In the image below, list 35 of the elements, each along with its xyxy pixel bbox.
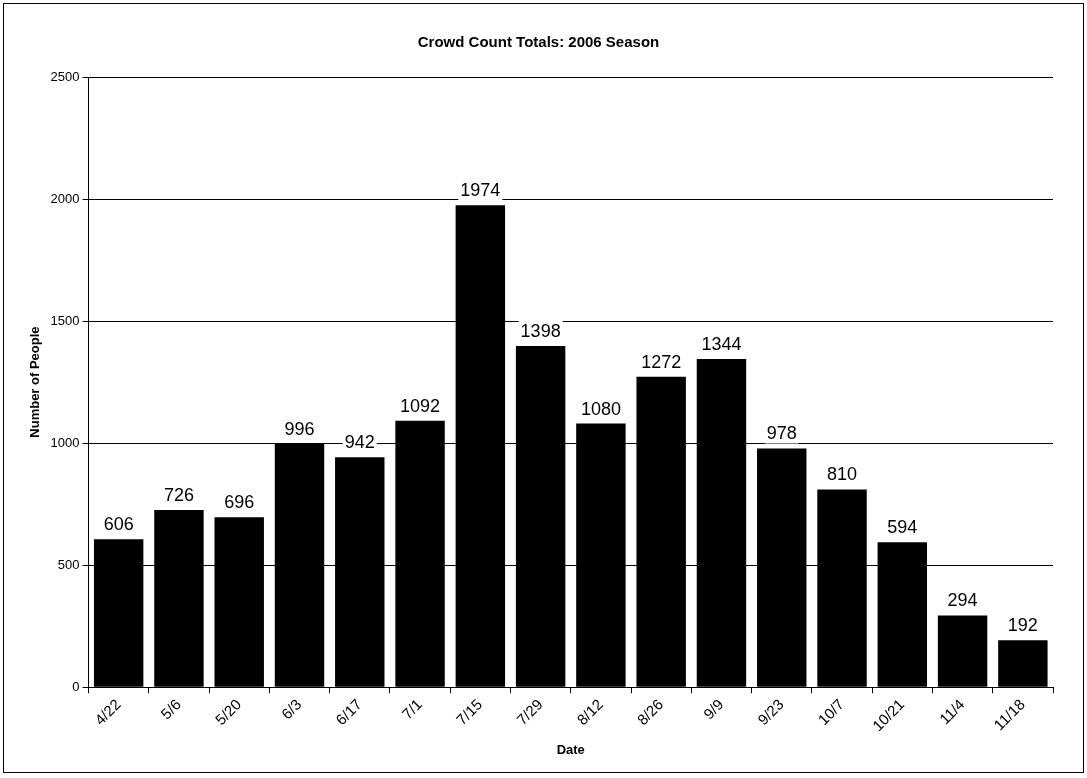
data-label: 1272 (641, 351, 682, 372)
data-label: 1080 (580, 398, 621, 419)
data-label: 942 (344, 432, 375, 453)
x-tick-label: 6/3 (277, 695, 305, 723)
data-label: 1974 (460, 180, 501, 201)
y-tick-label: 2500 (50, 68, 80, 84)
x-tick-label: 7/15 (452, 695, 486, 729)
x-tick-label: 5/6 (157, 695, 184, 723)
bar (937, 615, 988, 687)
y-tick-label: 0 (72, 678, 80, 694)
data-label: 1398 (520, 320, 561, 341)
data-label: 606 (103, 514, 134, 535)
x-tick-label: 7/1 (398, 695, 426, 723)
x-tick-label: 4/22 (91, 695, 124, 729)
data-label: 192 (1007, 615, 1038, 636)
bar (998, 640, 1048, 687)
data-label: 696 (224, 492, 255, 513)
data-label: 810 (827, 464, 858, 485)
data-label: 726 (163, 484, 194, 505)
x-tick-label: 9/9 (699, 695, 727, 723)
y-tick-label: 2000 (50, 190, 80, 206)
y-axis-title: Number of People (27, 326, 43, 438)
data-label: 1092 (400, 395, 441, 416)
data-label: 996 (284, 419, 315, 440)
y-tick-label: 1000 (50, 434, 80, 450)
data-label: 294 (947, 590, 978, 611)
data-label: 594 (887, 517, 918, 538)
chart-title: Crowd Count Totals: 2006 Season (417, 33, 660, 51)
x-tick-label: 5/20 (211, 695, 245, 729)
data-label: 1344 (701, 334, 742, 355)
y-tick-label: 500 (57, 556, 80, 572)
y-tick-label: 1500 (50, 312, 80, 328)
x-tick-label: 7/29 (513, 695, 546, 729)
data-label: 978 (766, 423, 797, 444)
x-axis-title: Date (556, 741, 585, 757)
